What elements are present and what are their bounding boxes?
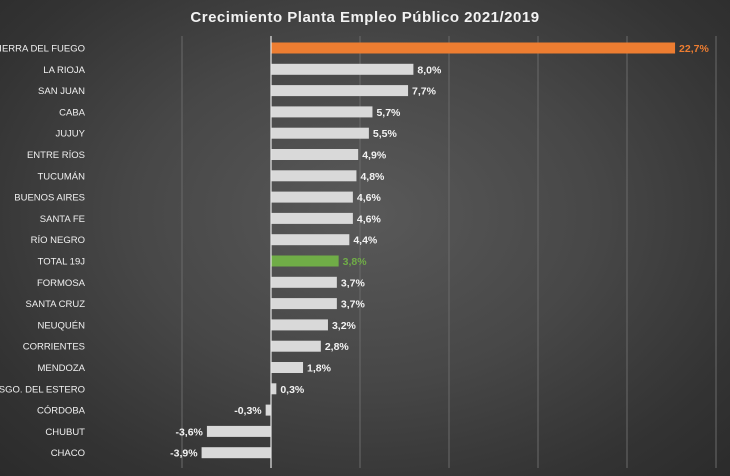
bar [271, 255, 339, 267]
value-label: 3,2% [332, 320, 357, 332]
category-label: CORRIENTES [23, 342, 85, 353]
value-label: 3,8% [343, 256, 368, 268]
category-label: CABA [59, 107, 86, 118]
value-label: -3,6% [175, 426, 203, 438]
category-label: JUJUY [55, 129, 85, 140]
gridlines [181, 36, 717, 468]
bar [271, 42, 676, 54]
category-label: SANTA FE [40, 214, 85, 225]
bars [201, 42, 676, 459]
category-label: NEUQUÉN [37, 320, 85, 331]
category-label: LA RIOJA [43, 65, 85, 76]
bar [271, 298, 337, 310]
value-label: 4,6% [357, 192, 382, 204]
bar [271, 85, 409, 97]
bar [271, 319, 328, 331]
bar [271, 362, 304, 373]
category-label: BUENOS AIRES [14, 193, 85, 204]
value-label: 5,7% [376, 107, 401, 119]
value-label: 2,8% [325, 341, 350, 353]
category-label: SGO. DEL ESTERO [0, 384, 85, 395]
bar [271, 191, 353, 203]
category-label: SANTA CRUZ [26, 299, 86, 310]
value-label: 4,9% [362, 150, 387, 162]
value-label: -0,3% [234, 405, 262, 417]
category-label: SAN JUAN [38, 86, 85, 97]
value-labels: 22,7% 8,0% 7,7% 5,7% 5,5% 4,9% 4,8% 4,6% 4,6% 4,4… [170, 43, 709, 460]
value-label: 22,7% [679, 43, 709, 55]
category-label: RÍO NEGRO [31, 235, 85, 246]
bar [271, 276, 337, 288]
value-label: 0,3% [280, 384, 305, 396]
category-label: TIERRA DEL FUEGO [0, 44, 85, 55]
bar [271, 170, 357, 182]
category-label: CHACO [51, 448, 85, 459]
category-label: CÓRDOBA [37, 406, 86, 417]
category-label: TUCUMÁN [38, 171, 86, 182]
value-label: 1,8% [307, 363, 332, 375]
bar [201, 447, 271, 459]
bar [271, 127, 369, 139]
category-label: CHUBUT [45, 427, 85, 438]
value-label: 3,7% [341, 299, 366, 311]
value-label: 4,6% [357, 213, 382, 225]
bar [265, 404, 271, 416]
value-label: 4,8% [360, 171, 385, 183]
bar [271, 149, 359, 160]
value-label: 4,4% [353, 235, 378, 247]
bar [271, 340, 321, 352]
value-label: 7,7% [412, 86, 437, 98]
value-label: 5,5% [373, 128, 398, 140]
value-label: 8,0% [417, 64, 442, 76]
value-label: -3,9% [170, 448, 198, 460]
category-label: ENTRE RÍOS [27, 150, 85, 161]
bar [271, 383, 277, 395]
chart-title: Crecimiento Planta Empleo Público 2021/2… [190, 9, 539, 26]
bar [271, 212, 353, 224]
category-label: TOTAL 19J [38, 257, 86, 268]
bar [271, 106, 373, 118]
category-label: FORMOSA [37, 278, 86, 289]
category-label: MENDOZA [38, 363, 86, 374]
value-label: 3,7% [341, 277, 366, 289]
bar [271, 234, 350, 246]
category-labels: TIERRA DEL FUEGO LA RIOJA SAN JUAN CABA JUJU… [0, 44, 86, 460]
bar [271, 63, 414, 75]
bar [206, 425, 271, 437]
